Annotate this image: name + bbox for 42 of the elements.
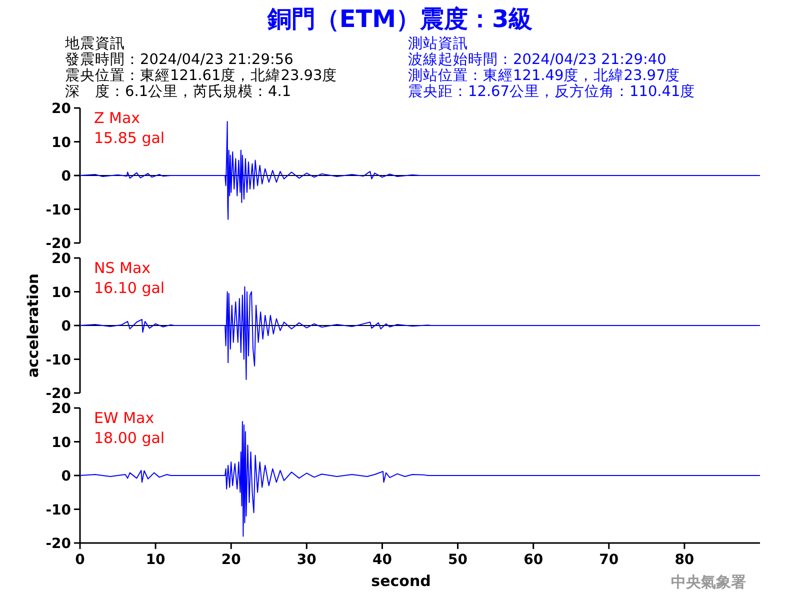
y-axis-title: acceleration xyxy=(24,273,42,378)
annotation: Z Max xyxy=(94,109,140,127)
y-tick-label: 10 xyxy=(52,434,72,451)
annotation: 16.10 gal xyxy=(94,279,165,297)
y-tick-label: 0 xyxy=(61,168,72,184)
text: 測站資訊 xyxy=(408,35,468,52)
text: 震央位置：東經121.61度，北緯23.93度 xyxy=(65,67,338,84)
text: 地震資訊 xyxy=(64,35,125,52)
text: 發震時間：2024/04/23 21:29:56 xyxy=(65,51,294,68)
y-tick-label: -20 xyxy=(46,236,72,252)
x-tick-label: 50 xyxy=(448,552,468,568)
x-tick-label: 80 xyxy=(674,552,694,568)
y-tick-label: -10 xyxy=(46,202,72,218)
y-tick-label: 0 xyxy=(61,468,72,484)
annotation: 18.00 gal xyxy=(94,429,165,447)
y-tick-label: 10 xyxy=(52,134,72,151)
text: 中央氣象署 xyxy=(671,573,746,591)
text: 波線起始時間：2024/04/23 21:29:40 xyxy=(408,51,666,68)
annotation: 15.85 gal xyxy=(94,129,165,147)
y-tick-label: 20 xyxy=(52,101,72,117)
y-tick-label: -20 xyxy=(46,386,72,402)
y-tick-label: -10 xyxy=(46,502,72,518)
y-tick-label: -20 xyxy=(46,536,72,552)
x-tick-label: 70 xyxy=(599,552,619,568)
annotation: NS Max xyxy=(94,259,151,277)
y-tick-label: -10 xyxy=(46,352,72,368)
annotation: EW Max xyxy=(94,409,154,427)
text: 測站位置：東經121.49度，北緯23.97度 xyxy=(408,67,680,84)
x-tick-label: 60 xyxy=(524,552,544,568)
y-tick-label: 10 xyxy=(52,284,72,301)
y-tick-label: 0 xyxy=(61,318,72,334)
x-tick-label: 30 xyxy=(296,552,317,568)
text: 震央距：12.67公里，反方位角：110.41度 xyxy=(408,83,696,100)
y-tick-label: 20 xyxy=(52,401,72,417)
x-tick-label: 20 xyxy=(221,552,242,568)
x-tick-label: 0 xyxy=(75,552,86,568)
text: 深 度：6.1公里，芮氏規模：4.1 xyxy=(65,83,292,100)
x-tick-label: 40 xyxy=(372,552,392,568)
chart-title: 銅門（ETM）震度：3級 xyxy=(266,5,533,33)
x-tick-label: 10 xyxy=(146,552,166,568)
x-axis-title: second xyxy=(371,572,431,590)
y-tick-label: 20 xyxy=(52,251,72,267)
